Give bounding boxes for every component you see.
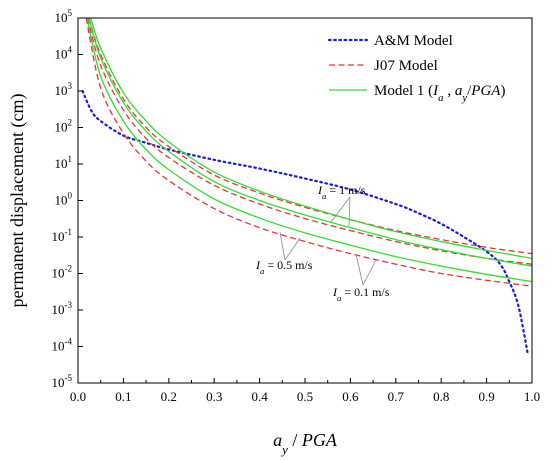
x-tick-label: 1.0 bbox=[524, 389, 540, 404]
annotation-layer: Ia = 1 m/s Ia = 0.5 m/s Ia = 0.1 m/s bbox=[255, 183, 390, 303]
series-line-j07-model-0-5-m-s bbox=[86, 18, 532, 265]
x-tick-label: 0.2 bbox=[161, 389, 177, 404]
series-line-model-1-0-5-m-s bbox=[88, 18, 532, 267]
y-tick-label: 102 bbox=[55, 118, 73, 135]
axes-layer: 0.0 0.1 0.2 0.3 0.4 0.5 0.6 0.7 0.8 0.9 1.0 105 104 1… bbox=[52, 8, 541, 404]
y-tick-label: 101 bbox=[55, 154, 73, 171]
x-tick-label: 0.0 bbox=[70, 389, 86, 404]
x-axis-title: ay / PGA bbox=[273, 430, 338, 457]
y-tick-label: 10-3 bbox=[52, 300, 73, 317]
series-layer bbox=[81, 18, 532, 354]
annotation-label: Ia = 0.1 m/s bbox=[332, 285, 390, 303]
legend-label: J07 Model bbox=[374, 58, 438, 74]
series-line-model-1-1-m-s bbox=[90, 18, 532, 259]
legend-label: Model 1 (Ia , ay/PGA) bbox=[374, 83, 505, 104]
series-line-j07-model-0-1-m-s bbox=[85, 18, 532, 287]
y-tick-label: 103 bbox=[55, 81, 73, 98]
legend-label: A&M Model bbox=[374, 33, 453, 49]
series-line-j07-model-1-m-s bbox=[88, 18, 532, 255]
annotation-leader bbox=[330, 196, 351, 223]
y-tick-label: 104 bbox=[55, 45, 73, 62]
annotation-label: Ia = 1 m/s bbox=[317, 183, 366, 201]
y-tick-label: 100 bbox=[55, 191, 73, 208]
y-tick-label: 10-1 bbox=[52, 227, 73, 244]
x-tick-label: 0.5 bbox=[297, 389, 313, 404]
y-tick-label: 10-5 bbox=[52, 373, 73, 390]
x-tick-label: 0.8 bbox=[433, 389, 449, 404]
annotation-leader bbox=[284, 237, 301, 261]
annotation-leader bbox=[355, 253, 364, 286]
plot-frame bbox=[77, 17, 533, 384]
axis-titles: ay / PGA permanent displacement (cm) bbox=[7, 94, 338, 457]
annotation-label: Ia = 0.5 m/s bbox=[255, 258, 313, 276]
x-tick-label: 0.6 bbox=[342, 389, 359, 404]
x-tick-label: 0.1 bbox=[115, 389, 131, 404]
series-line-model-1-0-1-m-s bbox=[86, 18, 532, 283]
y-tick-label: 10-2 bbox=[52, 264, 73, 281]
x-tick-label: 0.9 bbox=[478, 389, 494, 404]
y-axis-title: permanent displacement (cm) bbox=[7, 94, 28, 308]
x-tick-label: 0.7 bbox=[388, 389, 405, 404]
y-tick-label: 10-4 bbox=[52, 337, 73, 354]
y-tick-label: 105 bbox=[55, 8, 73, 25]
x-tick-label: 0.3 bbox=[206, 389, 222, 404]
annotation-leader bbox=[348, 196, 351, 227]
legend: A&M Model J07 Model Model 1 (Ia , ay/PGA) bbox=[327, 33, 505, 104]
series-line-a-m-model bbox=[81, 89, 529, 354]
annotation-leader bbox=[279, 231, 286, 261]
annotation-leader bbox=[362, 259, 377, 286]
x-tick-label: 0.4 bbox=[251, 389, 268, 404]
